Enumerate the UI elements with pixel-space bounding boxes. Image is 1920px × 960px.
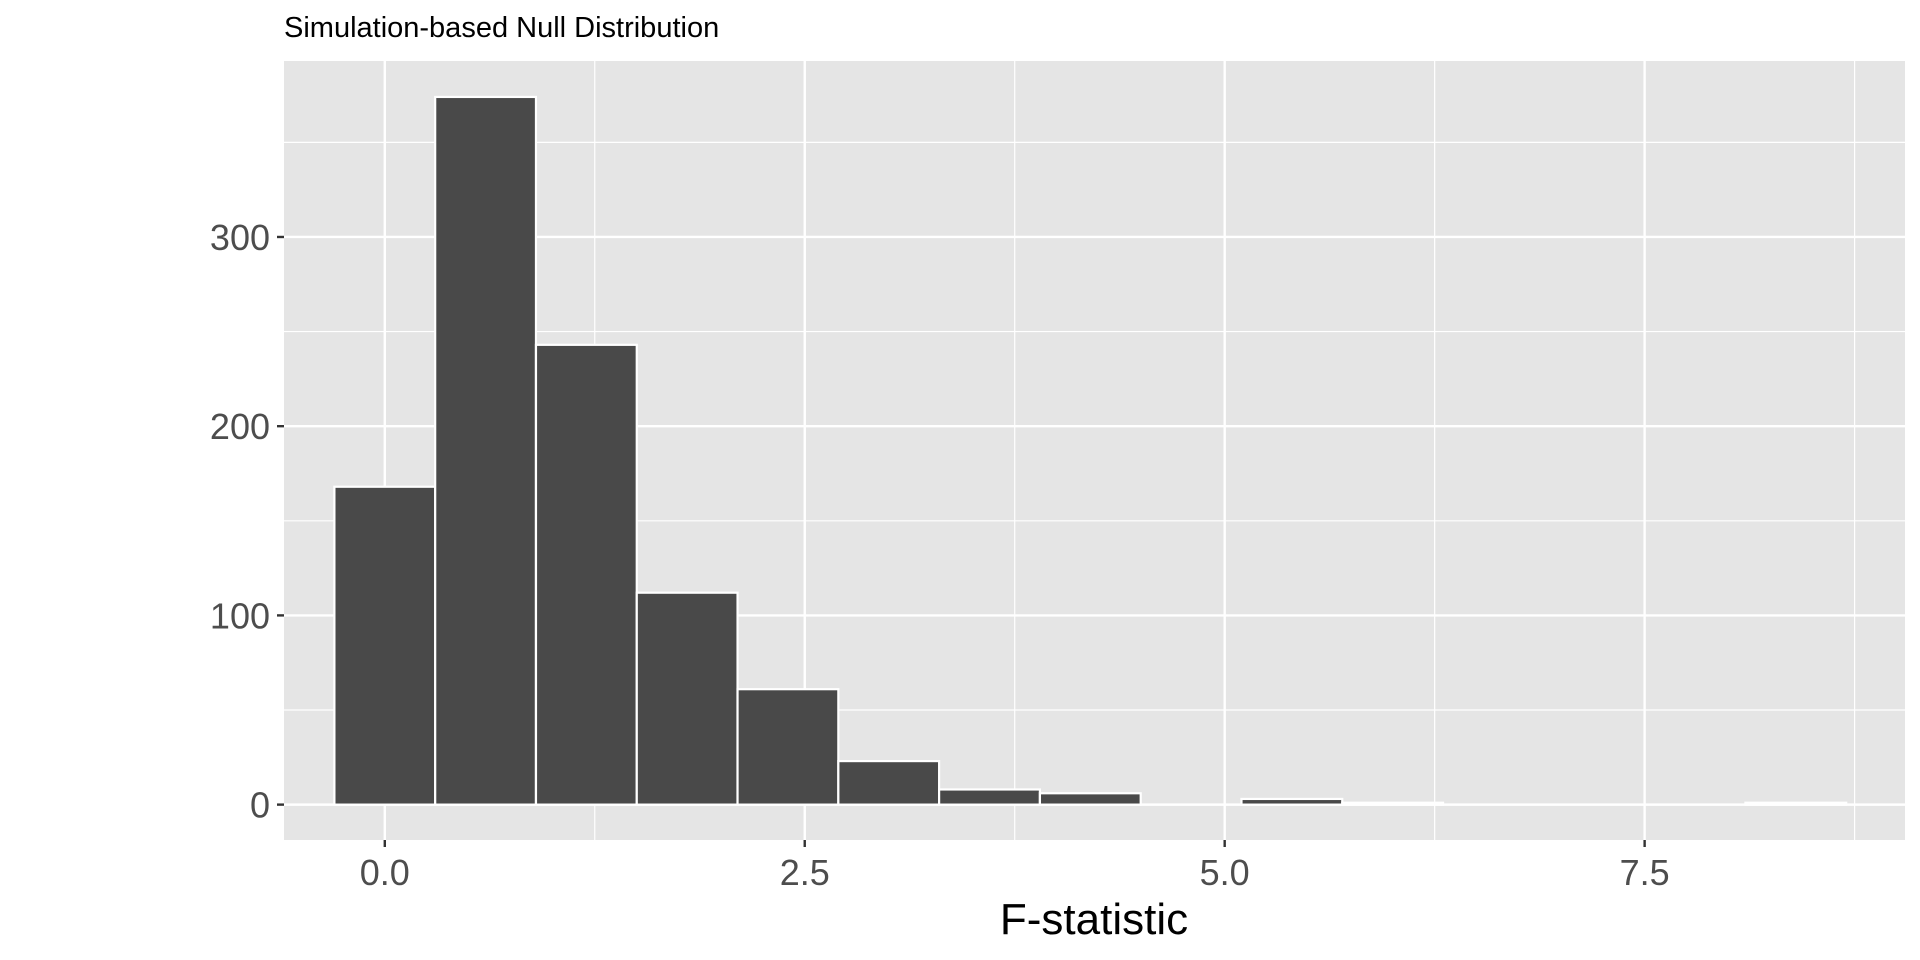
x-axis-title: F-statistic (1000, 895, 1188, 944)
histogram-bar (1240, 797, 1344, 806)
histogram-bar (333, 485, 437, 806)
histogram-bar (837, 759, 941, 806)
histogram-bar (1038, 792, 1142, 806)
histogram-bar (534, 343, 638, 806)
histogram-bar (938, 788, 1042, 806)
x-tick-label: 5.0 (1200, 852, 1250, 893)
histogram-bar (1744, 801, 1848, 806)
y-tick-label: 0 (250, 785, 270, 826)
histogram-bar (736, 688, 840, 806)
y-tick-label: 100 (210, 595, 270, 636)
x-tick-label: 0.0 (360, 852, 410, 893)
y-tick-label: 300 (210, 217, 270, 258)
histogram-bar (635, 591, 739, 806)
histogram-bar (434, 95, 538, 806)
y-tick-label: 200 (210, 406, 270, 447)
histogram-bar (1341, 801, 1445, 806)
x-tick-label: 7.5 (1620, 852, 1670, 893)
chart-title: Simulation-based Null Distribution (284, 12, 719, 44)
axes: 0 100 200 300 0.0 2.5 5.0 7.5 (210, 217, 1670, 893)
x-tick-label: 2.5 (780, 852, 830, 893)
bars (333, 95, 1848, 806)
